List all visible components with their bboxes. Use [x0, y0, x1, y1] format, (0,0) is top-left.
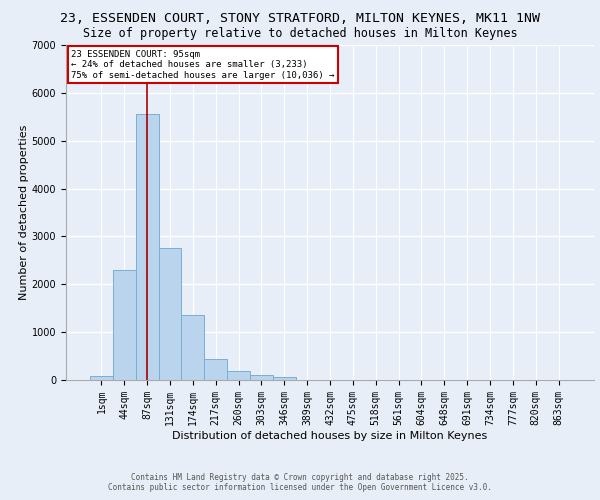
Text: Size of property relative to detached houses in Milton Keynes: Size of property relative to detached ho… — [83, 28, 517, 40]
Bar — [136, 114, 158, 380]
Text: 23 ESSENDEN COURT: 95sqm
← 24% of detached houses are smaller (3,233)
75% of sem: 23 ESSENDEN COURT: 95sqm ← 24% of detach… — [71, 50, 335, 80]
X-axis label: Distribution of detached houses by size in Milton Keynes: Distribution of detached houses by size … — [172, 430, 488, 440]
Bar — [273, 376, 296, 380]
Bar — [158, 248, 181, 380]
Bar — [204, 360, 227, 380]
Text: Contains HM Land Registry data © Crown copyright and database right 2025.
Contai: Contains HM Land Registry data © Crown c… — [108, 473, 492, 492]
Bar — [250, 375, 273, 380]
Bar — [90, 376, 113, 380]
Bar — [227, 371, 250, 380]
Bar — [113, 270, 136, 380]
Text: 23, ESSENDEN COURT, STONY STRATFORD, MILTON KEYNES, MK11 1NW: 23, ESSENDEN COURT, STONY STRATFORD, MIL… — [60, 12, 540, 26]
Y-axis label: Number of detached properties: Number of detached properties — [19, 125, 29, 300]
Bar — [181, 316, 204, 380]
